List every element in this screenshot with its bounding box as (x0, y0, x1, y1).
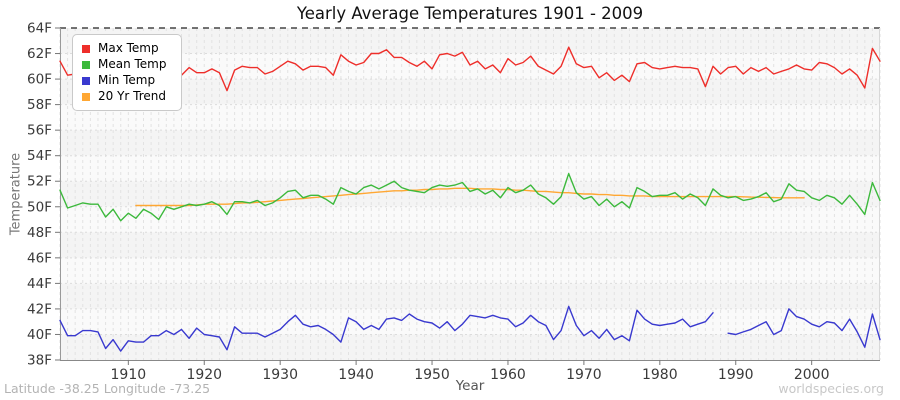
coordinates-label: Latitude -38.25 Longitude -73.25 (4, 381, 211, 396)
svg-text:54F: 54F (27, 148, 52, 164)
legend-label: 20 Yr Trend (98, 89, 167, 103)
svg-text:1980: 1980 (642, 367, 678, 383)
legend-swatch-icon (82, 76, 90, 85)
svg-text:50F: 50F (27, 199, 52, 215)
x-axis-title: Year (455, 378, 485, 394)
legend-item-mean-temp: Mean Temp (82, 58, 167, 71)
svg-text:38F: 38F (27, 353, 52, 369)
legend-swatch-icon (82, 60, 90, 69)
legend-label: Min Temp (98, 73, 156, 87)
svg-text:62F: 62F (27, 46, 52, 62)
svg-text:52F: 52F (27, 174, 52, 190)
chart-title: Yearly Average Temperatures 1901 - 2009 (296, 4, 644, 23)
svg-text:56F: 56F (27, 123, 52, 139)
svg-text:58F: 58F (27, 97, 52, 113)
svg-text:64F: 64F (27, 21, 52, 37)
legend-item-20-yr-trend: 20 Yr Trend (82, 90, 167, 103)
svg-text:1970: 1970 (566, 367, 602, 383)
svg-text:42F: 42F (27, 301, 52, 317)
svg-text:46F: 46F (27, 250, 52, 266)
svg-text:44F: 44F (27, 276, 52, 292)
svg-text:1930: 1930 (262, 367, 298, 383)
svg-text:1990: 1990 (718, 367, 754, 383)
watermark: worldspecies.org (778, 381, 884, 396)
legend-item-min-temp: Min Temp (82, 74, 167, 87)
legend-label: Max Temp (98, 41, 159, 55)
legend-label: Mean Temp (98, 57, 167, 71)
svg-text:1920: 1920 (186, 367, 222, 383)
legend-swatch-icon (82, 92, 90, 101)
legend: Max Temp Mean Temp Min Temp 20 Yr Trend (72, 34, 182, 111)
svg-text:48F: 48F (27, 225, 52, 241)
svg-text:1940: 1940 (338, 367, 374, 383)
svg-text:1960: 1960 (490, 367, 526, 383)
svg-text:1910: 1910 (111, 367, 147, 383)
svg-text:1950: 1950 (414, 367, 450, 383)
svg-text:40F: 40F (27, 327, 52, 343)
legend-item-max-temp: Max Temp (82, 42, 167, 55)
svg-text:60F: 60F (27, 72, 52, 88)
svg-text:2000: 2000 (794, 367, 830, 383)
legend-swatch-icon (82, 44, 90, 53)
